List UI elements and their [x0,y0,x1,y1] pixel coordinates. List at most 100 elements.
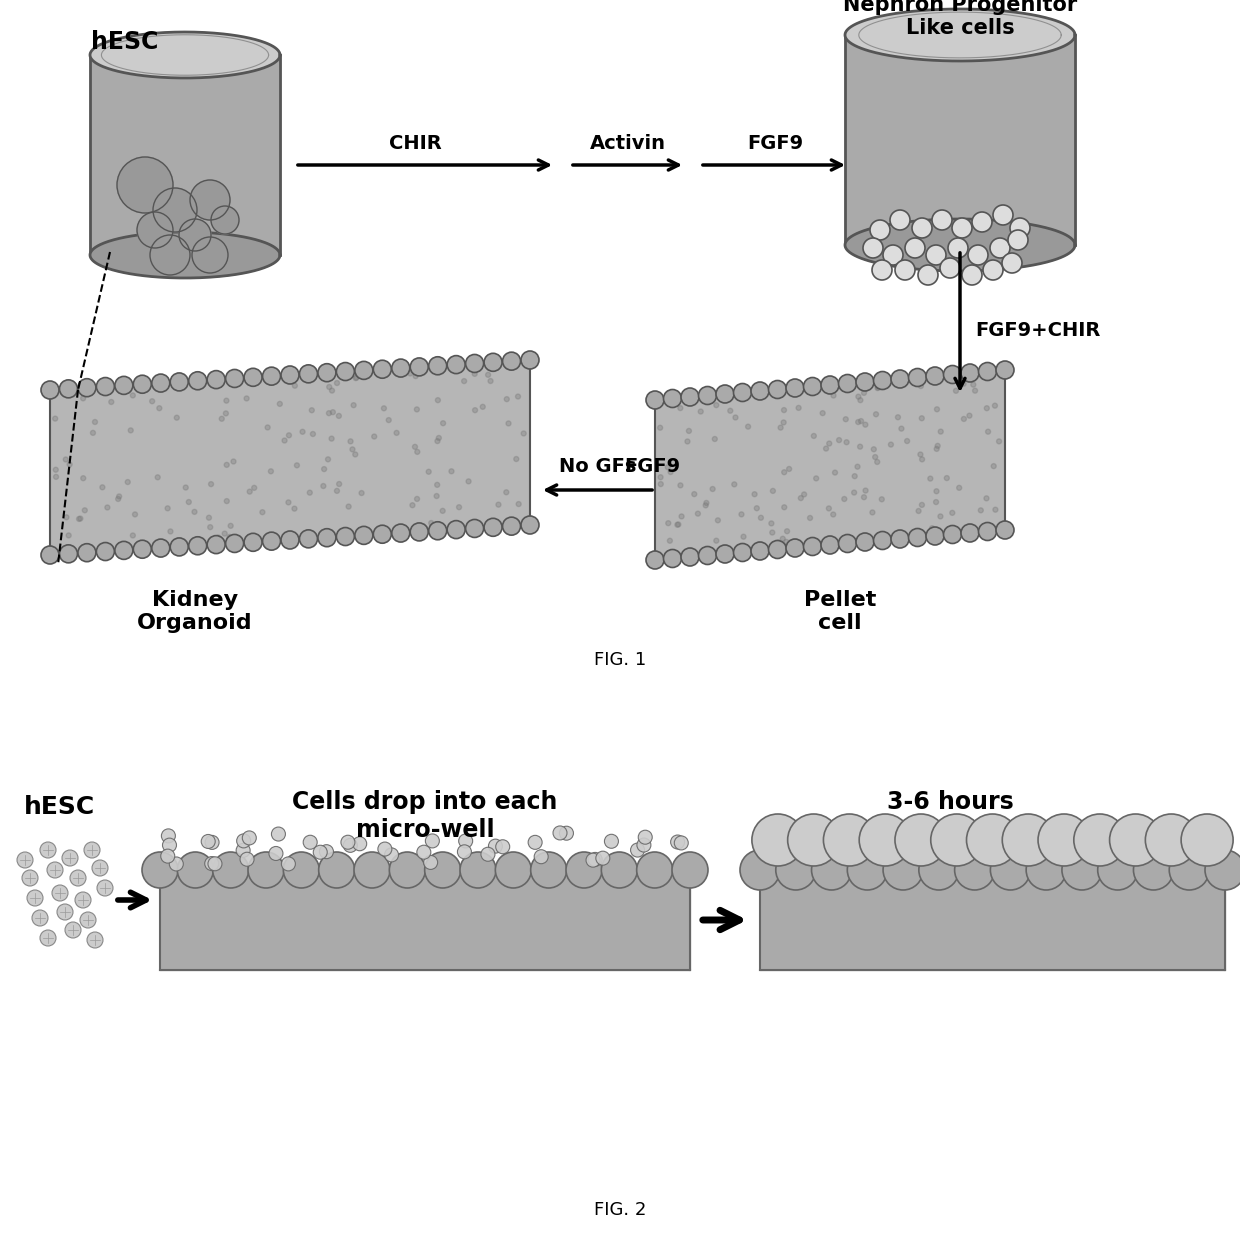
Circle shape [429,357,446,374]
Circle shape [63,457,68,462]
Circle shape [863,422,868,427]
Circle shape [786,540,804,557]
Circle shape [133,512,138,517]
Circle shape [283,853,320,888]
Circle shape [559,826,573,840]
Circle shape [751,382,769,399]
Circle shape [993,507,998,512]
Circle shape [672,853,708,888]
Circle shape [949,238,968,258]
Circle shape [465,520,484,537]
Circle shape [425,834,439,848]
Circle shape [286,500,291,505]
Text: hESC: hESC [92,30,159,54]
Circle shape [895,814,947,866]
Circle shape [870,510,875,515]
Circle shape [413,444,418,449]
Circle shape [350,447,355,452]
Circle shape [991,850,1030,890]
Circle shape [918,452,923,457]
Circle shape [52,416,58,421]
Circle shape [972,212,992,232]
Circle shape [1074,814,1126,866]
Circle shape [192,237,228,273]
Circle shape [353,853,391,888]
Circle shape [226,369,243,387]
Circle shape [553,826,567,840]
Circle shape [281,366,299,384]
Circle shape [919,850,959,890]
Circle shape [360,491,365,496]
Circle shape [472,408,477,413]
Circle shape [281,856,295,871]
Circle shape [78,543,95,562]
Circle shape [128,428,133,433]
Circle shape [990,238,1011,258]
Text: CHIR: CHIR [388,134,441,153]
Circle shape [801,492,806,497]
Circle shape [862,495,867,500]
Circle shape [177,853,213,888]
Circle shape [459,834,472,848]
Circle shape [1008,230,1028,250]
Circle shape [996,521,1014,540]
Circle shape [241,853,254,866]
Circle shape [516,394,521,399]
Circle shape [466,478,471,483]
Circle shape [170,538,188,556]
Circle shape [601,853,637,888]
Circle shape [496,502,501,507]
Circle shape [971,382,976,387]
Circle shape [440,421,445,426]
Circle shape [222,531,227,536]
Circle shape [961,364,980,382]
Circle shape [175,416,180,421]
Circle shape [968,245,988,265]
Circle shape [109,399,114,404]
Circle shape [1061,850,1102,890]
Circle shape [962,265,982,285]
Circle shape [81,396,86,401]
Circle shape [435,482,440,487]
Circle shape [263,367,280,386]
Circle shape [69,870,86,886]
Circle shape [858,444,863,449]
Circle shape [211,207,239,234]
Circle shape [827,441,832,446]
Circle shape [711,487,715,492]
Circle shape [136,212,174,248]
Circle shape [97,378,114,396]
Circle shape [304,835,317,849]
Circle shape [170,373,188,391]
Circle shape [769,541,786,558]
Circle shape [944,366,961,383]
Circle shape [972,388,977,393]
Circle shape [678,483,683,488]
Circle shape [905,238,925,258]
Polygon shape [655,371,1004,560]
Circle shape [378,843,392,856]
Circle shape [84,843,100,858]
Circle shape [155,475,160,480]
Circle shape [807,516,812,521]
Circle shape [832,470,837,475]
Circle shape [410,523,428,541]
Circle shape [528,835,542,849]
Text: 3-6 hours: 3-6 hours [887,790,1013,814]
Circle shape [715,545,734,563]
Circle shape [330,388,335,393]
Circle shape [666,521,671,526]
Circle shape [739,512,744,517]
Circle shape [843,417,848,422]
Circle shape [170,856,184,871]
Circle shape [919,383,924,388]
Circle shape [207,536,226,553]
Circle shape [944,526,961,543]
Circle shape [813,476,818,481]
Circle shape [335,381,340,386]
Circle shape [87,931,103,948]
Circle shape [151,374,170,392]
Circle shape [935,407,940,412]
Circle shape [506,421,511,426]
Circle shape [1182,814,1233,866]
